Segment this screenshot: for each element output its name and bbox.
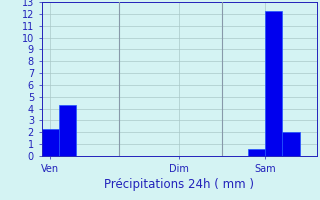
Bar xyxy=(248,149,265,156)
Bar xyxy=(265,11,282,156)
Bar xyxy=(42,129,59,156)
Bar xyxy=(59,105,76,156)
Bar xyxy=(282,132,300,156)
X-axis label: Précipitations 24h ( mm ): Précipitations 24h ( mm ) xyxy=(104,178,254,191)
